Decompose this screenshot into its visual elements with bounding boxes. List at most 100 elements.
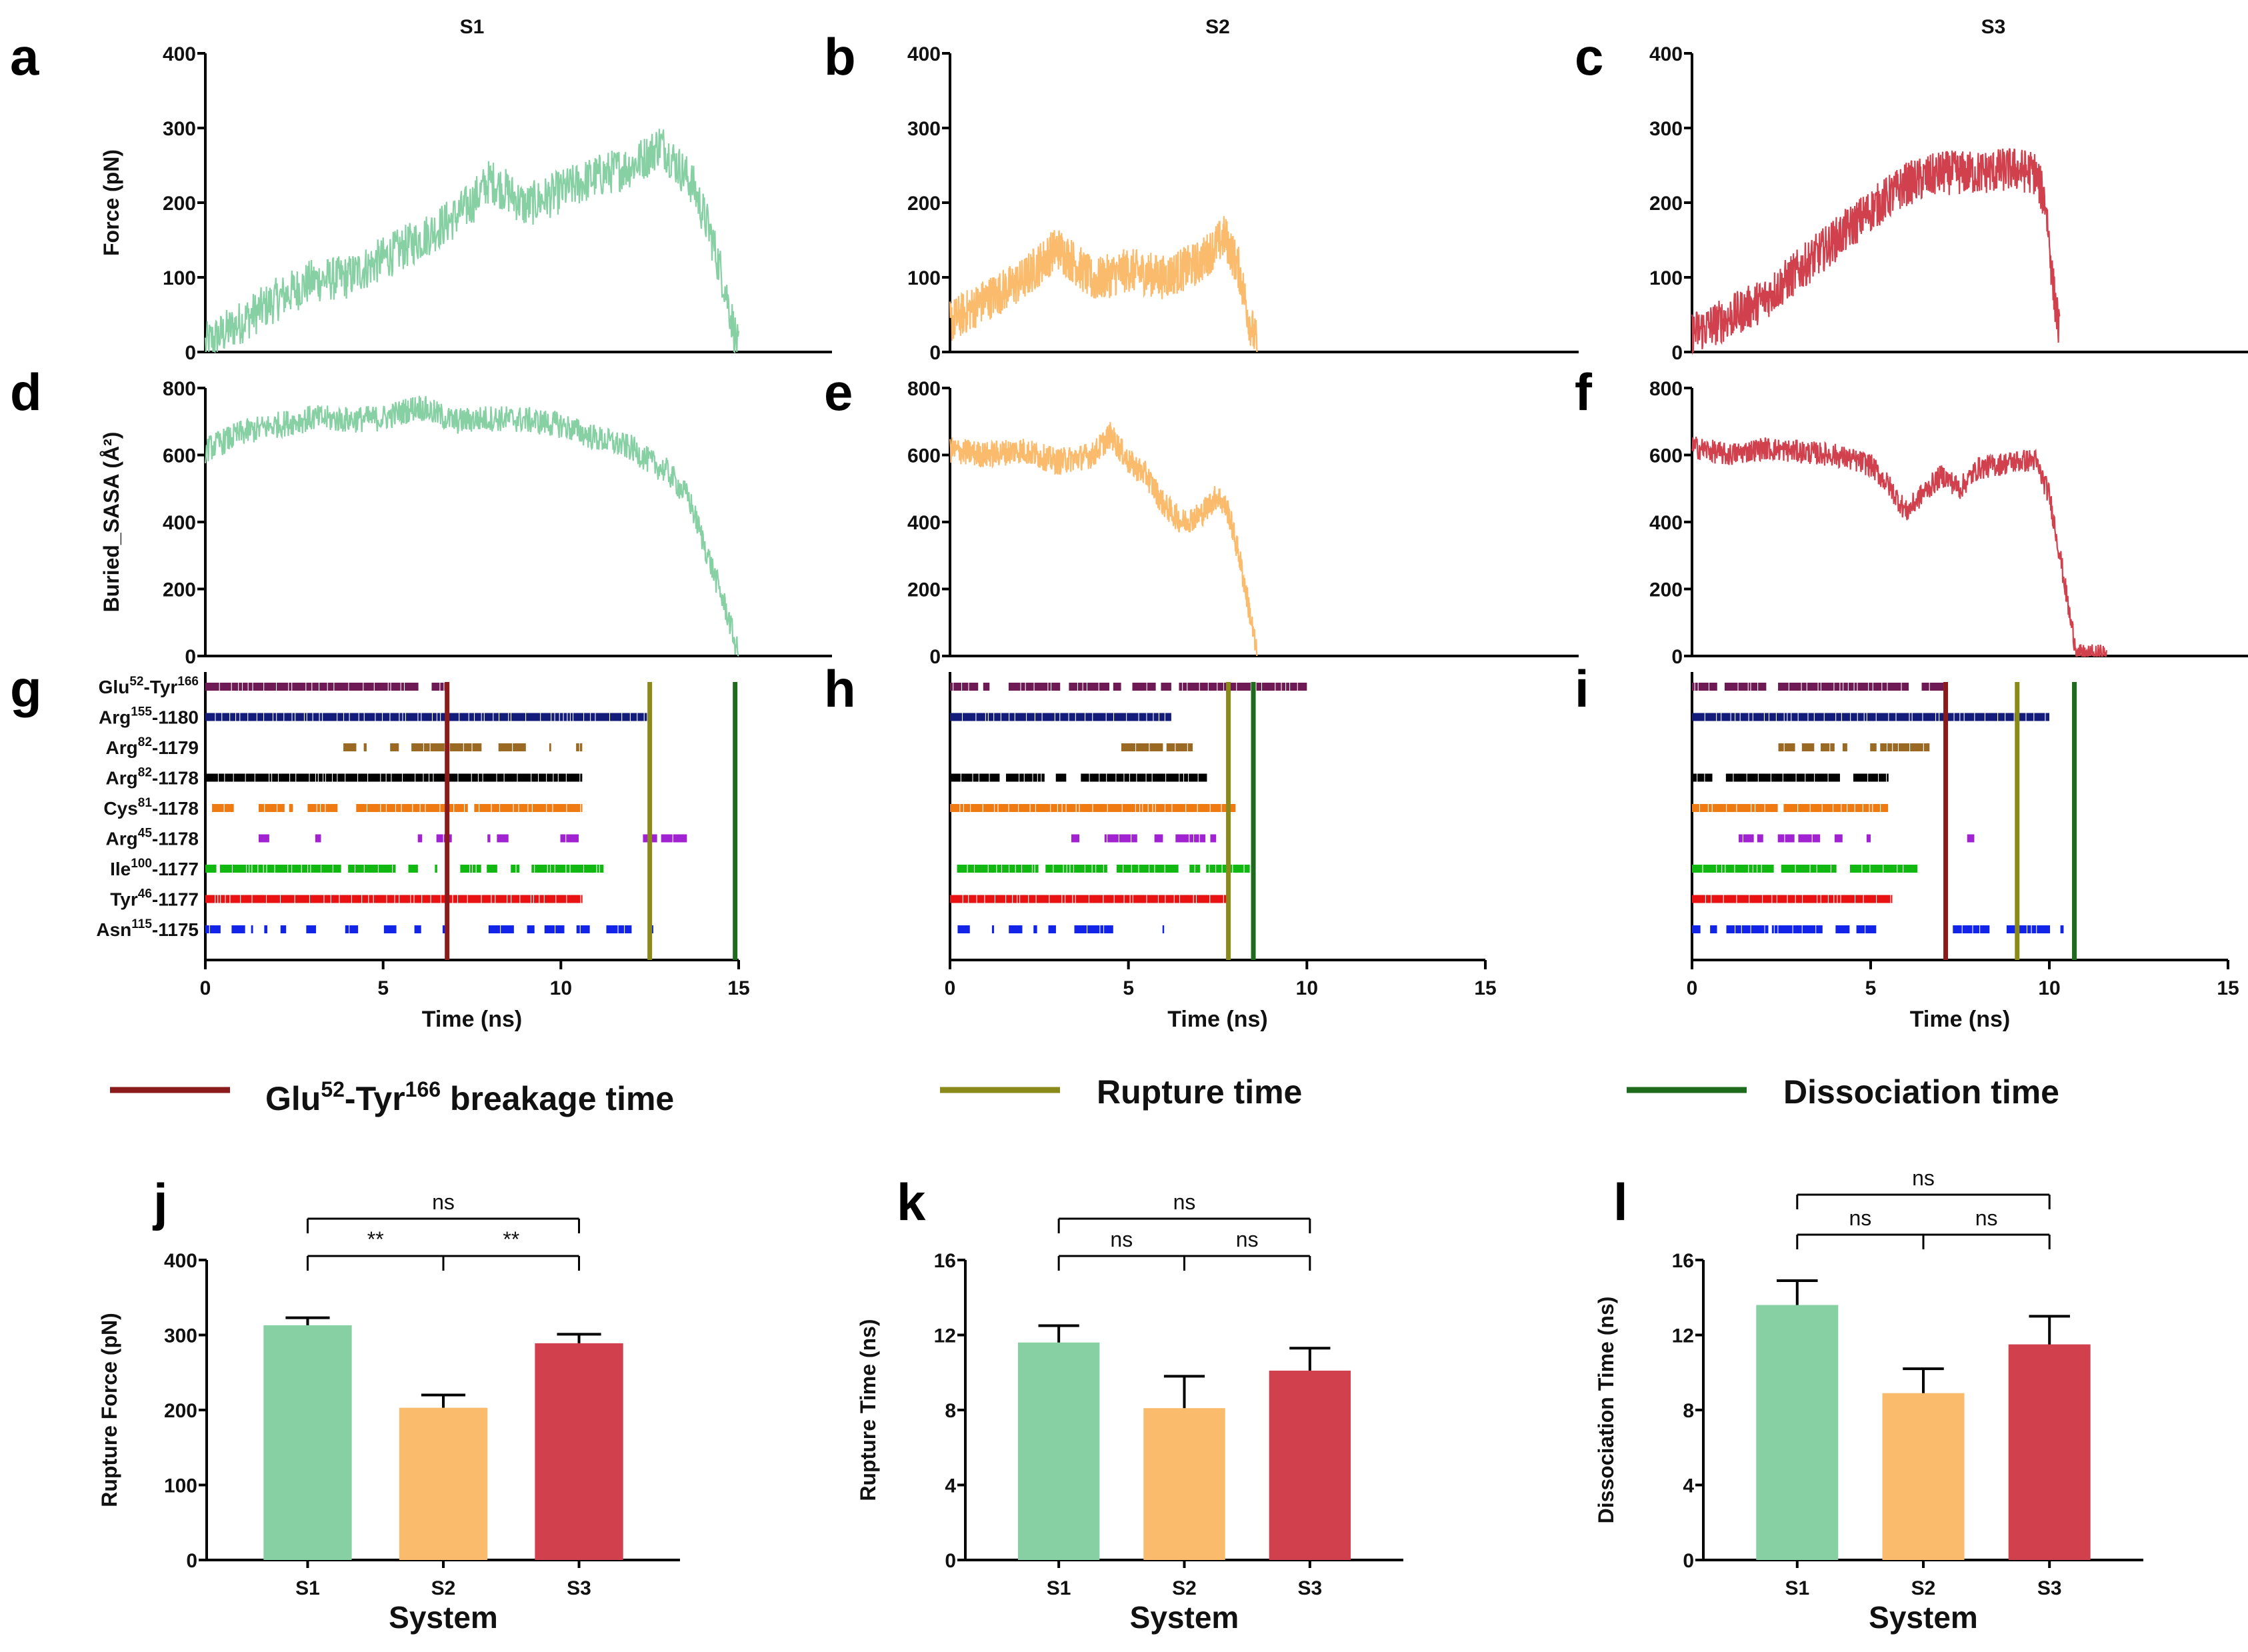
bar-j-S1 bbox=[263, 1325, 352, 1560]
contact-segment-h-5 bbox=[1119, 834, 1131, 843]
contact-segment-h-7 bbox=[1180, 895, 1193, 903]
contact-segment-g-6 bbox=[263, 865, 267, 873]
contact-segment-i-8 bbox=[1980, 925, 1990, 933]
panel-letter-e: e bbox=[824, 363, 853, 421]
panel-letter-j: j bbox=[152, 1173, 168, 1231]
contact-segment-i-5 bbox=[1967, 834, 1975, 843]
contact-segment-i-0 bbox=[1751, 683, 1758, 691]
contact-segment-g-4 bbox=[321, 804, 325, 812]
contact-segment-g-7 bbox=[295, 895, 309, 903]
sig-label-k: ns bbox=[1236, 1227, 1259, 1251]
contact-segment-g-3 bbox=[245, 773, 255, 782]
contact-segment-g-1 bbox=[215, 713, 222, 721]
contact-segment-h-7 bbox=[1049, 895, 1062, 903]
sig-label-k: ns bbox=[1173, 1190, 1196, 1214]
contact-segment-i-4 bbox=[1873, 804, 1880, 812]
contact-segment-g-7 bbox=[539, 895, 544, 903]
contact-segment-g-1 bbox=[484, 713, 493, 721]
contact-segment-g-1 bbox=[437, 713, 441, 721]
contact-segment-g-3 bbox=[433, 773, 446, 782]
contact-segment-h-4 bbox=[1093, 804, 1107, 812]
contact-segment-i-1 bbox=[1814, 713, 1824, 721]
contact-segment-g-7 bbox=[567, 895, 581, 903]
contact-segment-g-7 bbox=[411, 895, 414, 903]
contact-segment-h-6 bbox=[1155, 865, 1165, 873]
contact-segment-g-6 bbox=[435, 865, 437, 873]
contact-segment-h-7 bbox=[1210, 895, 1223, 903]
contact-segment-g-7 bbox=[511, 895, 520, 903]
y-tick-label-k: 4 bbox=[945, 1475, 956, 1497]
contact-segment-i-0 bbox=[1758, 683, 1767, 691]
contact-segment-h-6 bbox=[1035, 865, 1039, 873]
contact-segment-g-1 bbox=[509, 713, 511, 721]
contact-segment-i-7 bbox=[1828, 895, 1834, 903]
contact-segment-i-0 bbox=[1821, 683, 1834, 691]
series-line-b-S2 bbox=[949, 216, 1258, 353]
contact-segment-g-1 bbox=[469, 713, 474, 721]
y-tick-label-l: 12 bbox=[1672, 1325, 1694, 1347]
contact-segment-i-1 bbox=[1912, 713, 1923, 721]
contact-segment-g-3 bbox=[296, 773, 309, 782]
contact-segment-g-4 bbox=[454, 804, 465, 812]
contact-segment-h-6 bbox=[1045, 865, 1053, 873]
bar-l-S2 bbox=[1882, 1393, 1965, 1560]
contact-segment-h-0 bbox=[1083, 683, 1087, 691]
contact-segment-g-3 bbox=[323, 773, 325, 782]
contact-segment-i-1 bbox=[1936, 713, 1939, 721]
contact-segment-h-0 bbox=[1051, 683, 1061, 691]
contact-segment-g-1 bbox=[273, 713, 277, 721]
contact-segment-h-3 bbox=[1033, 773, 1037, 782]
contact-segment-g-3 bbox=[358, 773, 368, 782]
contact-segment-h-4 bbox=[1009, 804, 1019, 812]
contact-segment-i-3 bbox=[1692, 773, 1697, 782]
y-tick-label-f: 200 bbox=[1649, 579, 1683, 601]
contact-segment-h-4 bbox=[1230, 804, 1236, 812]
contact-segment-g-4 bbox=[547, 804, 553, 812]
contact-segment-i-6 bbox=[1725, 865, 1735, 873]
contact-segment-i-8 bbox=[1765, 925, 1769, 933]
contact-segment-g-1 bbox=[319, 713, 323, 721]
contact-segment-h-3 bbox=[1129, 773, 1137, 782]
contact-segment-i-7 bbox=[1795, 895, 1803, 903]
contact-segment-i-8 bbox=[1865, 925, 1877, 933]
contact-segment-i-7 bbox=[1692, 895, 1705, 903]
contact-segment-i-2 bbox=[1893, 743, 1898, 751]
contact-segment-h-7 bbox=[1159, 895, 1165, 903]
contact-segment-h-3 bbox=[1124, 773, 1129, 782]
contact-segment-g-8 bbox=[580, 925, 590, 933]
contact-segment-g-3 bbox=[539, 773, 547, 782]
contact-segment-h-4 bbox=[1057, 804, 1062, 812]
contact-segment-g-7 bbox=[221, 895, 225, 903]
contact-segment-g-7 bbox=[520, 895, 531, 903]
contact-segment-h-4 bbox=[1221, 804, 1230, 812]
contact-segment-i-8 bbox=[1735, 925, 1741, 933]
contact-segment-g-4 bbox=[413, 804, 420, 812]
contact-segment-g-3 bbox=[381, 773, 386, 782]
x-axis-label-i: Time (ns) bbox=[1910, 1007, 2011, 1032]
contact-segment-g-7 bbox=[362, 895, 369, 903]
contact-segment-i-1 bbox=[1776, 713, 1784, 721]
contact-segment-g-4 bbox=[317, 804, 321, 812]
contact-segment-i-1 bbox=[1867, 713, 1876, 721]
contact-segment-h-4 bbox=[1165, 804, 1172, 812]
contact-segment-g-3 bbox=[423, 773, 429, 782]
legend-label-2: Dissociation time bbox=[1783, 1073, 2059, 1111]
y-tick-label-d: 400 bbox=[163, 512, 196, 534]
contact-segment-i-0 bbox=[1854, 683, 1857, 691]
contact-segment-i-6 bbox=[1795, 865, 1810, 873]
contact-segment-g-6 bbox=[348, 865, 355, 873]
contact-segment-h-7 bbox=[1006, 895, 1013, 903]
contact-segment-h-6 bbox=[1149, 865, 1155, 873]
x-axis-label-h: Time (ns) bbox=[1167, 1007, 1268, 1032]
contact-segment-g-8 bbox=[618, 925, 625, 933]
contact-segment-h-7 bbox=[950, 895, 963, 903]
contact-segment-i-4 bbox=[1712, 804, 1727, 812]
contact-segment-i-0 bbox=[1807, 683, 1818, 691]
contact-segment-i-1 bbox=[1923, 713, 1935, 721]
contact-segment-h-1 bbox=[950, 713, 962, 721]
panel-letter-i: i bbox=[1575, 659, 1589, 718]
contact-segment-g-3 bbox=[415, 773, 423, 782]
contact-segment-h-2 bbox=[1136, 743, 1149, 751]
contact-segment-g-0 bbox=[334, 683, 349, 691]
contact-segment-g-1 bbox=[304, 713, 307, 721]
